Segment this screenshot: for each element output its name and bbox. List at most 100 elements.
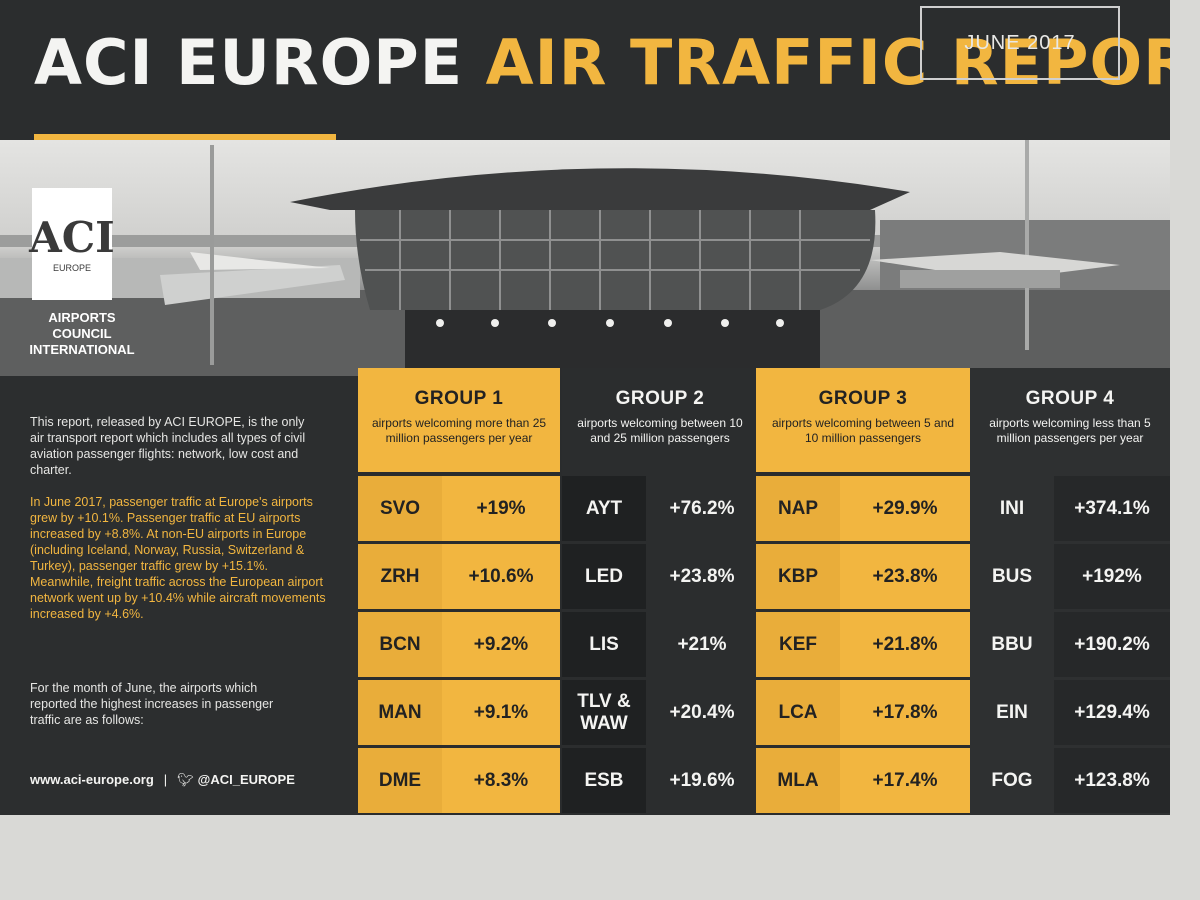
closing-text: For the month of June, the airports whic…: [30, 681, 274, 727]
group-2-column: GROUP 2 airports welcoming between 10 an…: [562, 368, 758, 815]
airport-row: BCN +9.2%: [358, 612, 560, 677]
group-description: airports welcoming between 10 and 25 mil…: [577, 416, 743, 445]
airport-code: KEF: [756, 612, 840, 677]
group-description: airports welcoming more than 25 million …: [371, 416, 547, 445]
airport-row: TLV & WAW +20.4%: [562, 680, 758, 745]
airport-row: FOG +123.8%: [970, 748, 1170, 813]
group-description: airports welcoming between 5 and 10 mill…: [771, 416, 955, 445]
traffic-growth: +19%: [442, 476, 560, 541]
airport-row: BBU +190.2%: [970, 612, 1170, 677]
twitter-icon: 🐦︎: [177, 772, 194, 787]
group-rows: AYT +76.2% LED +23.8% LIS +21% TLV & WAW +20…: [562, 472, 758, 813]
traffic-growth: +10.6%: [442, 544, 560, 609]
airport-code: ESB: [562, 748, 646, 813]
traffic-growth: +21%: [646, 612, 758, 677]
airport-code: INI: [970, 476, 1054, 541]
airport-code: BBU: [970, 612, 1054, 677]
group-header: GROUP 1 airports welcoming more than 25 …: [358, 368, 560, 472]
airport-row: NAP +29.9%: [756, 476, 970, 541]
airport-code: KBP: [756, 544, 840, 609]
airport-row: LCA +17.8%: [756, 680, 970, 745]
group-header: GROUP 2 airports welcoming between 10 an…: [562, 368, 758, 472]
report-date: JUNE 2017: [920, 6, 1120, 80]
terminal-photo: ACI EUROPE AIRPORTS COUNCIL INTERNATIONA…: [0, 140, 1170, 376]
website-link[interactable]: www.aci-europe.org: [30, 772, 154, 787]
airport-code: FOG: [970, 748, 1054, 813]
airport-code: SVO: [358, 476, 442, 541]
airport-code: EIN: [970, 680, 1054, 745]
airport-code: LIS: [562, 612, 646, 677]
group-rows: NAP +29.9% KBP +23.8% KEF +21.8% LCA +17.8% …: [756, 472, 970, 813]
group-title: GROUP 1: [414, 388, 504, 409]
airport-row: LIS +21%: [562, 612, 758, 677]
airport-row: BUS +192%: [970, 544, 1170, 609]
traffic-growth: +8.3%: [442, 748, 560, 813]
report-title: ACI EUROPE AIR TRAFFIC REPORT: [34, 18, 1170, 108]
traffic-growth: +76.2%: [646, 476, 758, 541]
traffic-growth: +23.8%: [646, 544, 758, 609]
terminal-illustration: [0, 140, 1170, 376]
group-3-column: GROUP 3 airports welcoming between 5 and…: [756, 368, 970, 815]
traffic-growth: +374.1%: [1054, 476, 1170, 541]
title-part-aci-europe: ACI EUROPE: [34, 26, 464, 99]
logo-mark: ACI: [29, 213, 115, 262]
airport-code: MLA: [756, 748, 840, 813]
group-header: GROUP 4 airports welcoming less than 5 m…: [970, 368, 1170, 472]
logo-sub: EUROPE: [52, 263, 91, 273]
airport-row: ESB +19.6%: [562, 748, 758, 813]
intro-panel: This report, released by ACI EUROPE, is …: [0, 376, 358, 815]
airport-row: EIN +129.4%: [970, 680, 1170, 745]
report-card: ACI EUROPE AIR TRAFFIC REPORT JUNE 2017: [0, 0, 1170, 815]
traffic-growth: +20.4%: [646, 680, 758, 745]
title-underline: [34, 134, 336, 140]
airport-code: TLV & WAW: [562, 680, 646, 745]
traffic-growth: +129.4%: [1054, 680, 1170, 745]
group-rows: INI +374.1% BUS +192% BBU +190.2% EIN +129.4…: [970, 472, 1170, 813]
traffic-growth: +21.8%: [840, 612, 970, 677]
aci-logo: ACI EUROPE: [29, 188, 115, 300]
intro-text: This report, released by ACI EUROPE, is …: [30, 415, 306, 477]
airport-row: MAN +9.1%: [358, 680, 560, 745]
group-1-column: GROUP 1 airports welcoming more than 25 …: [358, 368, 560, 815]
highlight-text: In June 2017, passenger traffic at Europ…: [30, 495, 326, 621]
group-title: GROUP 4: [1025, 388, 1115, 409]
airport-row: AYT +76.2%: [562, 476, 758, 541]
logo-organization: AIRPORTS COUNCIL INTERNATIONAL: [29, 310, 135, 357]
traffic-growth: +17.8%: [840, 680, 970, 745]
traffic-growth: +23.8%: [840, 544, 970, 609]
airport-row: ZRH +10.6%: [358, 544, 560, 609]
traffic-growth: +9.1%: [442, 680, 560, 745]
airport-code: BCN: [358, 612, 442, 677]
footer-separator: |: [163, 772, 168, 787]
traffic-growth: +19.6%: [646, 748, 758, 813]
airport-code: MAN: [358, 680, 442, 745]
airport-row: KBP +23.8%: [756, 544, 970, 609]
group-description: airports welcoming less than 5 million p…: [989, 416, 1151, 445]
airport-code: LED: [562, 544, 646, 609]
airport-code: LCA: [756, 680, 840, 745]
airport-row: KEF +21.8%: [756, 612, 970, 677]
airport-code: ZRH: [358, 544, 442, 609]
group-title: GROUP 2: [615, 388, 705, 409]
traffic-growth: +29.9%: [840, 476, 970, 541]
twitter-handle[interactable]: @ACI_EUROPE: [197, 772, 295, 787]
group-rows: SVO +19% ZRH +10.6% BCN +9.2% MAN +9.1% DME +…: [358, 472, 560, 813]
airport-code: DME: [358, 748, 442, 813]
group-header: GROUP 3 airports welcoming between 5 and…: [756, 368, 970, 472]
traffic-growth: +9.2%: [442, 612, 560, 677]
footer-links: www.aci-europe.org | 🐦︎ @ACI_EUROPE: [30, 772, 295, 788]
airport-code: NAP: [756, 476, 840, 541]
airport-row: INI +374.1%: [970, 476, 1170, 541]
group-4-column: GROUP 4 airports welcoming less than 5 m…: [970, 368, 1170, 815]
traffic-growth: +190.2%: [1054, 612, 1170, 677]
airport-code: BUS: [970, 544, 1054, 609]
airport-row: SVO +19%: [358, 476, 560, 541]
airport-code: AYT: [562, 476, 646, 541]
airport-row: DME +8.3%: [358, 748, 560, 813]
traffic-growth: +17.4%: [840, 748, 970, 813]
traffic-growth: +123.8%: [1054, 748, 1170, 813]
airport-row: MLA +17.4%: [756, 748, 970, 813]
traffic-growth: +192%: [1054, 544, 1170, 609]
title-part-air-traffic-report: AIR TRAFFIC REPORT: [485, 26, 1170, 99]
group-title: GROUP 3: [818, 388, 908, 409]
